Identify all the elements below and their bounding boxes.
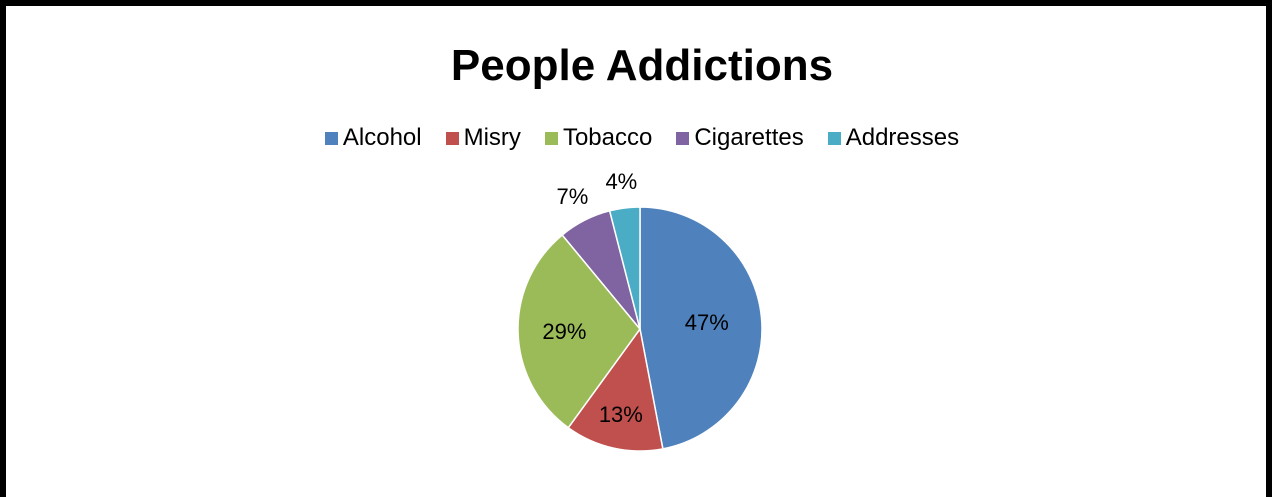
legend-label-tobacco: Tobacco <box>562 124 653 151</box>
data-label-misry: 13% <box>599 402 643 427</box>
legend-label-alcohol: Alcohol <box>342 124 422 151</box>
legend-item-alcohol: Alcohol <box>324 122 422 154</box>
data-label-alcohol: 47% <box>685 310 729 335</box>
legend-item-addresses: Addresses <box>827 122 960 154</box>
legend-item-cigarettes: Cigarettes <box>676 122 804 154</box>
data-label-cigarettes: 7% <box>557 184 589 209</box>
legend-label-cigarettes: Cigarettes <box>694 124 804 151</box>
legend-label-misry: Misry <box>463 124 521 151</box>
legend-label-addresses: Addresses <box>845 124 960 151</box>
legend-swatch-cigarettes <box>676 131 690 145</box>
pie-slice-tobacco <box>517 233 641 429</box>
legend-item-tobacco: Tobacco <box>544 122 653 154</box>
pie-slice-misry <box>567 327 664 452</box>
legend-swatch-alcohol <box>324 131 338 145</box>
data-label-addresses: 4% <box>605 169 637 194</box>
data-label-tobacco: 29% <box>542 319 586 344</box>
pie-slice-addresses <box>608 206 641 330</box>
legend-swatch-misry <box>445 131 459 145</box>
legend-item-misry: Misry <box>445 122 521 154</box>
chart-legend: Alcohol Misry Tobacco Cigarettes Address… <box>6 122 1272 154</box>
legend-swatch-tobacco <box>544 131 558 145</box>
legend-swatch-addresses <box>827 131 841 145</box>
pie-slice-alcohol <box>639 206 763 450</box>
chart-title: People Addictions <box>450 41 834 90</box>
